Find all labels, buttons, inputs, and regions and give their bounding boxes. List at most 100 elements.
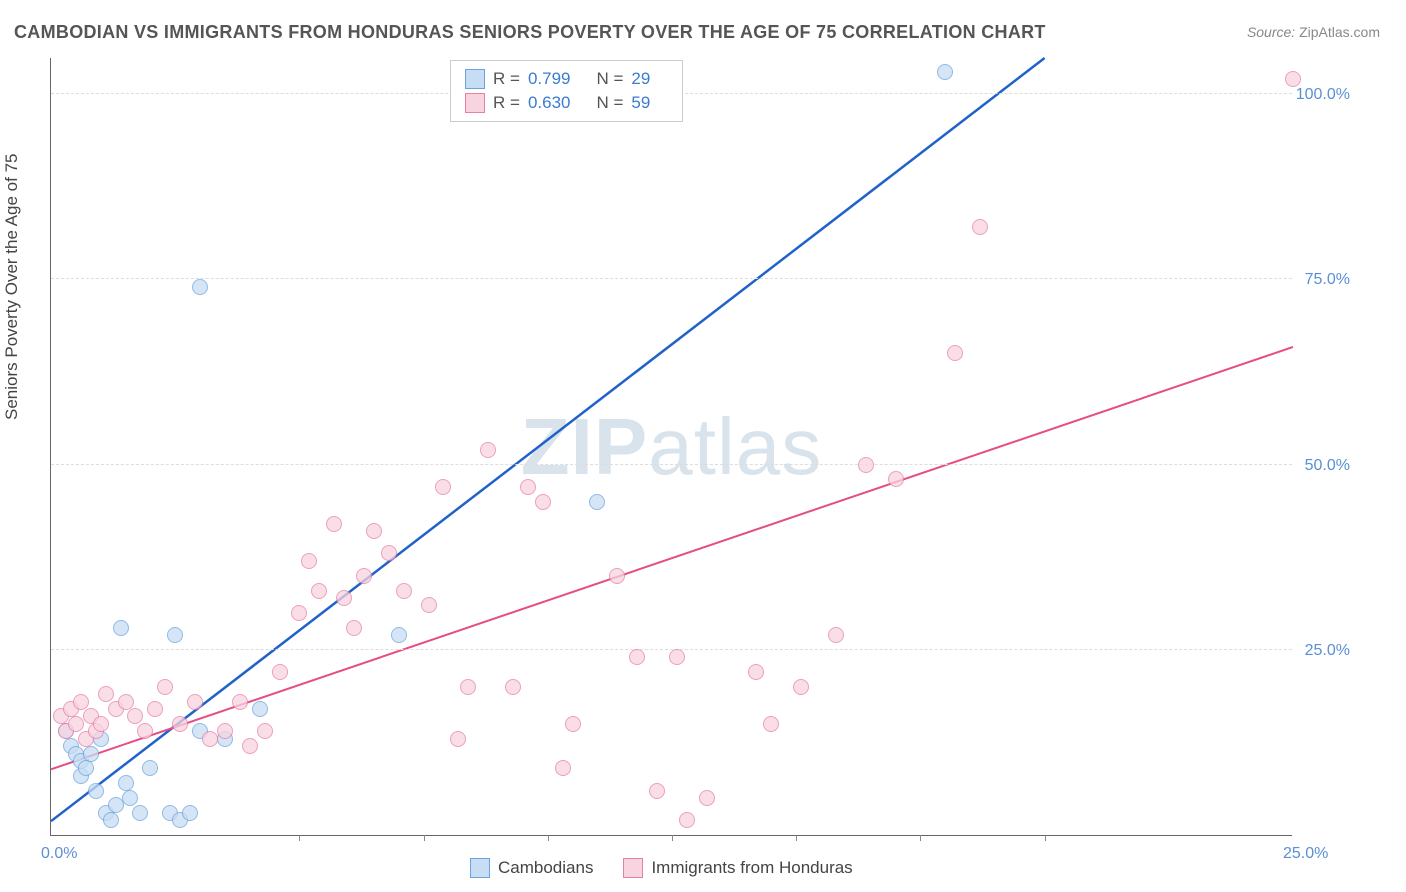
data-point-honduras — [356, 568, 372, 584]
x-tick-label: 0.0% — [41, 845, 77, 863]
data-point-honduras — [172, 716, 188, 732]
data-point-honduras — [301, 553, 317, 569]
legend-series: Cambodians Immigrants from Honduras — [470, 858, 853, 878]
x-minor-tick — [299, 835, 300, 841]
x-minor-tick — [796, 835, 797, 841]
legend-correlation-box: R =0.799N =29R =0.630N =59 — [450, 60, 683, 122]
legend-stat-row-cambodians: R = 0.799 N = 29 — [465, 67, 668, 91]
data-point-honduras — [679, 812, 695, 828]
x-tick-label: 25.0% — [1283, 845, 1328, 863]
data-point-honduras — [98, 686, 114, 702]
data-point-cambodians — [937, 64, 953, 80]
data-point-honduras — [505, 679, 521, 695]
legend-label: Immigrants from Honduras — [651, 858, 852, 878]
data-point-cambodians — [252, 701, 268, 717]
data-point-honduras — [699, 790, 715, 806]
data-point-honduras — [858, 457, 874, 473]
data-point-cambodians — [167, 627, 183, 643]
data-point-honduras — [460, 679, 476, 695]
gridline — [51, 278, 1292, 279]
legend-item-honduras: Immigrants from Honduras — [623, 858, 852, 878]
data-point-honduras — [291, 605, 307, 621]
gridline — [51, 464, 1292, 465]
data-point-cambodians — [142, 760, 158, 776]
n-label: N = — [596, 69, 623, 89]
data-point-honduras — [1285, 71, 1301, 87]
data-point-honduras — [137, 723, 153, 739]
data-point-honduras — [793, 679, 809, 695]
data-point-honduras — [748, 664, 764, 680]
data-point-honduras — [93, 716, 109, 732]
data-point-honduras — [421, 597, 437, 613]
r-label: R = — [493, 69, 520, 89]
data-point-cambodians — [103, 812, 119, 828]
x-minor-tick — [424, 835, 425, 841]
data-point-honduras — [202, 731, 218, 747]
data-point-cambodians — [88, 783, 104, 799]
x-minor-tick — [672, 835, 673, 841]
data-point-honduras — [828, 627, 844, 643]
data-point-honduras — [232, 694, 248, 710]
data-point-cambodians — [118, 775, 134, 791]
x-minor-tick — [548, 835, 549, 841]
legend-swatch — [470, 858, 490, 878]
source-name: ZipAtlas.com — [1299, 24, 1380, 40]
data-point-honduras — [326, 516, 342, 532]
trend-lines-layer — [51, 58, 1293, 836]
data-point-cambodians — [113, 620, 129, 636]
r-value: 0.799 — [528, 69, 571, 89]
data-point-cambodians — [122, 790, 138, 806]
data-point-honduras — [73, 694, 89, 710]
data-point-honduras — [118, 694, 134, 710]
r-label: R = — [493, 93, 520, 113]
data-point-honduras — [435, 479, 451, 495]
data-point-honduras — [972, 219, 988, 235]
data-point-honduras — [763, 716, 779, 732]
data-point-honduras — [272, 664, 288, 680]
data-point-cambodians — [589, 494, 605, 510]
data-point-honduras — [555, 760, 571, 776]
data-point-honduras — [565, 716, 581, 732]
n-label: N = — [596, 93, 623, 113]
data-point-honduras — [629, 649, 645, 665]
source-attribution: Source: ZipAtlas.com — [1247, 24, 1380, 40]
data-point-honduras — [187, 694, 203, 710]
n-value: 29 — [631, 69, 650, 89]
data-point-honduras — [68, 716, 84, 732]
n-value: 59 — [631, 93, 650, 113]
y-tick-label: 100.0% — [1296, 86, 1350, 104]
data-point-honduras — [669, 649, 685, 665]
data-point-honduras — [381, 545, 397, 561]
y-axis-label: Seniors Poverty Over the Age of 75 — [2, 154, 22, 420]
data-point-honduras — [336, 590, 352, 606]
data-point-honduras — [535, 494, 551, 510]
data-point-honduras — [520, 479, 536, 495]
data-point-cambodians — [391, 627, 407, 643]
plot-area: ZIPatlas 25.0%50.0%75.0%100.0%0.0%25.0% — [50, 58, 1292, 836]
x-minor-tick — [920, 835, 921, 841]
chart-title: CAMBODIAN VS IMMIGRANTS FROM HONDURAS SE… — [14, 22, 1046, 43]
data-point-honduras — [242, 738, 258, 754]
data-point-cambodians — [132, 805, 148, 821]
data-point-cambodians — [108, 797, 124, 813]
data-point-honduras — [346, 620, 362, 636]
data-point-honduras — [311, 583, 327, 599]
data-point-honduras — [480, 442, 496, 458]
data-point-honduras — [396, 583, 412, 599]
legend-item-cambodians: Cambodians — [470, 858, 593, 878]
y-tick-label: 75.0% — [1305, 271, 1350, 289]
legend-stat-row-honduras: R =0.630N =59 — [465, 91, 668, 115]
data-point-honduras — [157, 679, 173, 695]
source-prefix: Source: — [1247, 24, 1299, 40]
data-point-honduras — [450, 731, 466, 747]
data-point-honduras — [217, 723, 233, 739]
data-point-honduras — [366, 523, 382, 539]
legend-swatch — [623, 858, 643, 878]
legend-label: Cambodians — [498, 858, 593, 878]
x-minor-tick — [1045, 835, 1046, 841]
data-point-honduras — [649, 783, 665, 799]
chart-container: CAMBODIAN VS IMMIGRANTS FROM HONDURAS SE… — [0, 0, 1406, 892]
data-point-cambodians — [192, 279, 208, 295]
data-point-honduras — [257, 723, 273, 739]
data-point-honduras — [127, 708, 143, 724]
